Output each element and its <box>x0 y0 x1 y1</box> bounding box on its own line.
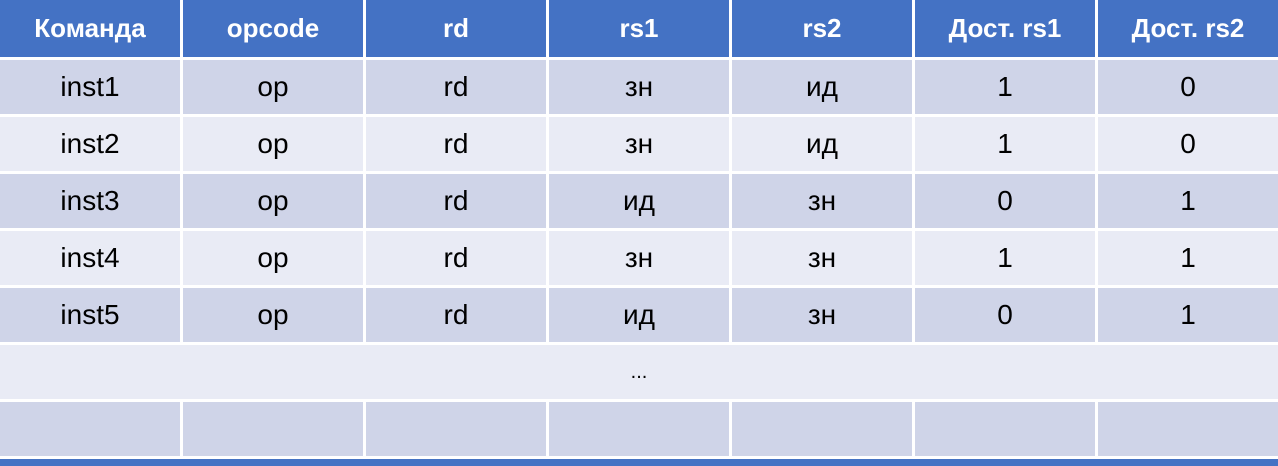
table-cell: зн <box>549 60 729 114</box>
table-cell: 1 <box>915 60 1095 114</box>
table-cell: 0 <box>915 288 1095 342</box>
table-cell: rd <box>366 174 546 228</box>
table-cell: 0 <box>1098 60 1278 114</box>
table-cell: inst2 <box>0 117 180 171</box>
table-cell: 1 <box>1098 288 1278 342</box>
table-cell: зн <box>732 288 912 342</box>
header-opcode: opcode <box>183 0 363 57</box>
table-cell: op <box>183 60 363 114</box>
empty-cell <box>549 402 729 456</box>
table-cell: inst5 <box>0 288 180 342</box>
header-rs1: rs1 <box>549 0 729 57</box>
table-cell: зн <box>549 231 729 285</box>
table-cell: зн <box>549 117 729 171</box>
header-rs2: rs2 <box>732 0 912 57</box>
table-cell: rd <box>366 288 546 342</box>
table-cell: зн <box>732 174 912 228</box>
table-cell: rd <box>366 231 546 285</box>
table-cell: 1 <box>1098 231 1278 285</box>
table-cell: ид <box>732 60 912 114</box>
empty-cell <box>1098 402 1278 456</box>
header-rd: rd <box>366 0 546 57</box>
table-cell: op <box>183 231 363 285</box>
table-cell: 1 <box>1098 174 1278 228</box>
table-cell: ид <box>732 117 912 171</box>
table-cell: 0 <box>915 174 1095 228</box>
ellipsis-cell: ... <box>0 345 1278 399</box>
table-cell: op <box>183 117 363 171</box>
empty-cell <box>915 402 1095 456</box>
table-cell: op <box>183 288 363 342</box>
empty-cell <box>0 402 180 456</box>
table-cell: op <box>183 174 363 228</box>
table-cell: rd <box>366 117 546 171</box>
table-cell: inst4 <box>0 231 180 285</box>
table-cell: ид <box>549 288 729 342</box>
table-cell: inst3 <box>0 174 180 228</box>
table-cell: зн <box>732 231 912 285</box>
header-dost-rs2: Дост. rs2 <box>1098 0 1278 57</box>
empty-cell <box>732 402 912 456</box>
table-cell: inst1 <box>0 60 180 114</box>
header-dost-rs1: Дост. rs1 <box>915 0 1095 57</box>
table-cell: rd <box>366 60 546 114</box>
table-cell: 0 <box>1098 117 1278 171</box>
table-cell: 1 <box>915 117 1095 171</box>
empty-cell <box>183 402 363 456</box>
empty-cell <box>366 402 546 456</box>
header-komanda: Команда <box>0 0 180 57</box>
table-cell: ид <box>549 174 729 228</box>
table-cell: 1 <box>915 231 1095 285</box>
bottom-blue-bar <box>0 459 1278 466</box>
